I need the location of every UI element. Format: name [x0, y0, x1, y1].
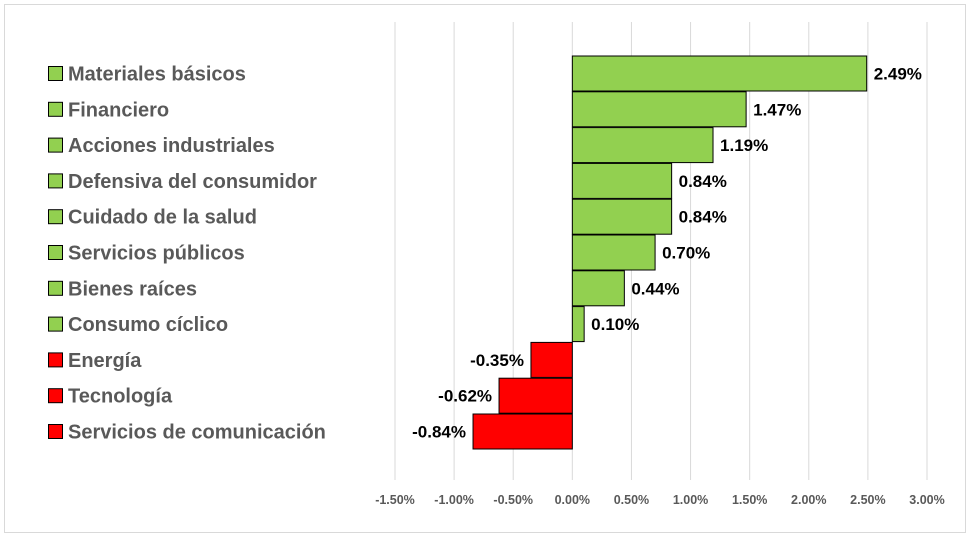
category-label: Acciones industriales	[68, 135, 275, 157]
bar	[571, 234, 656, 271]
legend-swatch	[48, 173, 63, 189]
category-legend: Materiales básicos Financiero Acciones ind…	[48, 64, 326, 444]
category-label: Cuidado de la salud	[68, 207, 257, 229]
category-label: Servicios públicos	[68, 243, 245, 265]
data-label: -0.84%	[412, 423, 466, 442]
category-label: Defensiva del consumidor	[68, 171, 317, 193]
category-label: Bienes raíces	[68, 278, 197, 300]
legend-swatch	[48, 245, 63, 260]
x-tick-label: 1.50%	[732, 493, 767, 507]
category-label: Materiales básicos	[68, 64, 246, 86]
data-label: 1.47%	[753, 100, 801, 119]
legend-swatch	[48, 209, 63, 225]
category-label: Consumo cíclico	[68, 314, 228, 336]
bar	[571, 270, 625, 307]
x-tick-label: 0.50%	[614, 493, 649, 507]
value-labels: 2.49% 1.47% 1.19% 0.84% 0.84% 0.70% 0.44% 0.10%…	[412, 65, 922, 442]
legend-swatch	[48, 101, 63, 117]
bar	[571, 55, 868, 92]
x-tick-label: -1.50%	[375, 493, 415, 507]
legend-swatch	[48, 388, 63, 404]
legend-swatch	[48, 352, 63, 368]
bar	[472, 413, 573, 450]
x-tick-label: 2.00%	[791, 493, 826, 507]
data-label: 0.84%	[679, 172, 727, 191]
legend-swatch	[48, 137, 63, 153]
x-tick-label: 2.50%	[850, 493, 885, 507]
bar	[571, 198, 673, 235]
data-label: 0.84%	[679, 208, 727, 227]
category-label: Servicios de comunicación	[68, 422, 326, 444]
legend-swatch	[48, 66, 63, 81]
bar	[571, 306, 585, 343]
data-label: 0.10%	[591, 315, 639, 334]
x-tick-label: 0.00%	[555, 493, 590, 507]
grid-lines	[394, 22, 928, 480]
data-label: 0.44%	[631, 279, 679, 298]
x-tick-label: -1.00%	[434, 493, 474, 507]
legend-swatch	[48, 280, 63, 296]
bar	[571, 91, 747, 128]
legend-swatch	[48, 424, 63, 439]
category-label: Energía	[68, 350, 142, 372]
bars	[472, 55, 868, 450]
x-tick-label: 3.00%	[909, 493, 944, 507]
data-label: 1.19%	[720, 136, 768, 155]
data-label: 0.70%	[662, 244, 710, 263]
bar	[571, 162, 673, 199]
bar	[571, 127, 714, 164]
bar	[498, 377, 573, 414]
x-tick-label: 1.00%	[673, 493, 708, 507]
data-label: -0.62%	[438, 387, 492, 406]
category-label: Financiero	[68, 99, 169, 121]
bar	[530, 341, 573, 378]
category-label: Tecnología	[68, 386, 173, 408]
x-tick-label: -0.50%	[493, 493, 533, 507]
legend-swatch	[48, 316, 63, 332]
x-axis-ticks: -1.50% -1.00% -0.50% 0.00% 0.50% 1.00% 1.50% 2.…	[375, 493, 945, 507]
data-label: -0.35%	[470, 351, 524, 370]
data-label: 2.49%	[874, 65, 922, 84]
